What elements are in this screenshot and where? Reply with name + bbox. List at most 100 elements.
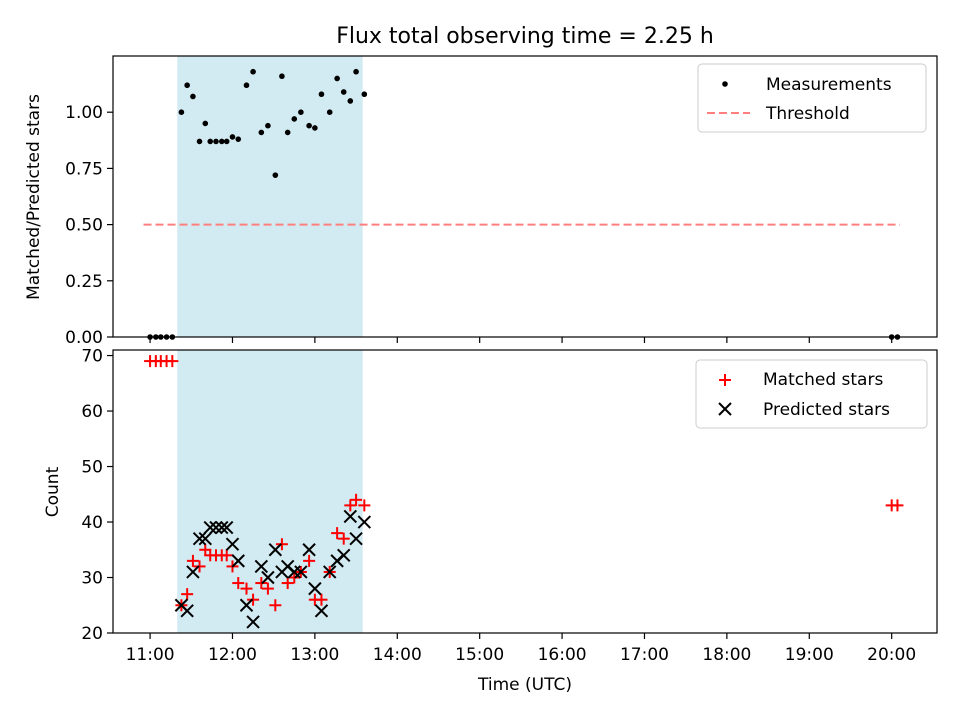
- matched-star-point: [344, 499, 357, 512]
- count-y-tick-label: 60: [81, 402, 103, 422]
- ratio-y-tick-label: 0.00: [65, 328, 103, 348]
- measurement-point: [235, 136, 242, 142]
- legend-measurements-label: Measurements: [766, 75, 892, 95]
- predicted-star-point: [254, 559, 269, 574]
- ratio-y-tick-label: 1.00: [65, 103, 103, 123]
- measurement-point: [202, 120, 209, 127]
- measurement-point: [298, 109, 304, 115]
- predicted-star-point: [225, 537, 240, 551]
- legend-threshold-label: Threshold: [765, 104, 850, 124]
- matched-star-point: [358, 499, 371, 512]
- matched-star-point: [255, 577, 268, 590]
- matched-star-point: [232, 577, 245, 590]
- measurement-point: [265, 122, 271, 129]
- x-tick-label: 20:00: [867, 645, 916, 665]
- predicted-star-point: [239, 598, 254, 612]
- matched-star-point: [350, 493, 363, 506]
- predicted-star-point: [246, 615, 260, 629]
- predicted-star-point: [261, 570, 275, 585]
- x-tick-label: 17:00: [620, 645, 669, 665]
- measurement-point: [312, 125, 318, 131]
- predicted-star-point: [308, 581, 322, 596]
- measurement-point: [258, 129, 265, 136]
- x-tick-label: 12:00: [208, 645, 257, 665]
- predicted-star-point: [192, 531, 207, 546]
- matched-star-point: [331, 527, 344, 540]
- predicted-star-point: [337, 548, 351, 563]
- x-tick-label: 15:00: [455, 645, 504, 665]
- measurement-point: [229, 134, 236, 140]
- count-axes-frame: [112, 349, 938, 634]
- measurement-point: [250, 68, 256, 75]
- predicted-star-point: [186, 565, 200, 579]
- ratio-axes-frame: [112, 55, 938, 338]
- count-y-label: Count: [43, 466, 63, 517]
- matched-star-point: [166, 355, 179, 368]
- matched-star-point: [337, 532, 350, 545]
- count-y-tick-label: 20: [81, 624, 103, 644]
- matched-star-point: [269, 599, 282, 612]
- x-tick-label: 14:00: [373, 645, 422, 665]
- x-tick-label: 16:00: [538, 645, 587, 665]
- matched-star-point: [891, 499, 904, 512]
- measurement-point: [190, 93, 196, 100]
- count-y-tick-label: 50: [81, 458, 103, 478]
- figure-title: Flux total observing time = 2.25 h: [336, 24, 714, 49]
- measurement-point: [326, 109, 333, 115]
- x-tick-label: 13:00: [290, 645, 339, 665]
- matched-star-point: [240, 582, 253, 595]
- measurement-point: [353, 68, 359, 75]
- measurement-point: [207, 138, 214, 145]
- predicted-star-point: [302, 543, 316, 557]
- measurement-point: [196, 138, 203, 145]
- predicted-star-point: [209, 520, 223, 535]
- matched-star-point: [247, 593, 260, 606]
- measurement-point: [361, 91, 368, 98]
- predicted-star-point: [198, 531, 212, 546]
- panel-counts: 20 30 40 50 60 70 11:00 12:00 13:00 14:00 15:00 16…: [43, 347, 938, 695]
- count-y-tick-label: 40: [81, 513, 103, 533]
- measurement-point: [284, 129, 291, 136]
- matched-star-point: [181, 588, 194, 601]
- measurement-point: [184, 82, 190, 89]
- predicted-star-point: [357, 515, 372, 529]
- ratio-y-tick-label: 0.75: [65, 159, 103, 179]
- measurement-point: [340, 89, 347, 95]
- measurement-point: [318, 91, 325, 98]
- matched-star-point: [303, 554, 316, 567]
- measurement-point: [272, 172, 279, 178]
- matched-star-point: [288, 571, 301, 584]
- matched-star-point: [281, 577, 294, 590]
- matched-star-point: [315, 593, 328, 606]
- predicted-star-point: [268, 543, 283, 557]
- ratio-legend-box: [697, 63, 927, 133]
- x-tick-label: 11:00: [126, 645, 175, 665]
- predicted-star-point: [294, 565, 308, 579]
- matched-star-point: [261, 582, 274, 595]
- measurement-point: [334, 75, 340, 82]
- legend-predicted-label: Predicted stars: [763, 400, 890, 420]
- legend-predicted-marker: [718, 402, 732, 416]
- measurement-point: [178, 109, 185, 115]
- measurement-point: [223, 138, 230, 145]
- x-axis-label: Time (UTC): [477, 675, 572, 695]
- matched-star-point: [193, 560, 206, 573]
- predicted-star-point: [215, 520, 229, 535]
- predicted-star-point: [343, 509, 358, 524]
- count-y-tick-label: 30: [81, 569, 103, 589]
- predicted-star-point: [323, 565, 337, 579]
- predicted-star-point: [203, 520, 217, 535]
- predicted-star-point: [220, 520, 234, 535]
- count-legend: Matched stars Predicted stars: [695, 359, 928, 429]
- predicted-star-point: [314, 604, 329, 618]
- ratio-legend: Measurements Threshold: [697, 63, 927, 133]
- measurement-point: [279, 73, 285, 80]
- predicted-star-point: [180, 604, 194, 618]
- legend-matched-marker: [719, 374, 731, 386]
- observing-window-bottom: [177, 350, 363, 633]
- measurement-point: [213, 138, 219, 145]
- predicted-star-point: [349, 531, 363, 546]
- count-legend-box: [695, 359, 928, 429]
- measurement-point: [291, 116, 298, 122]
